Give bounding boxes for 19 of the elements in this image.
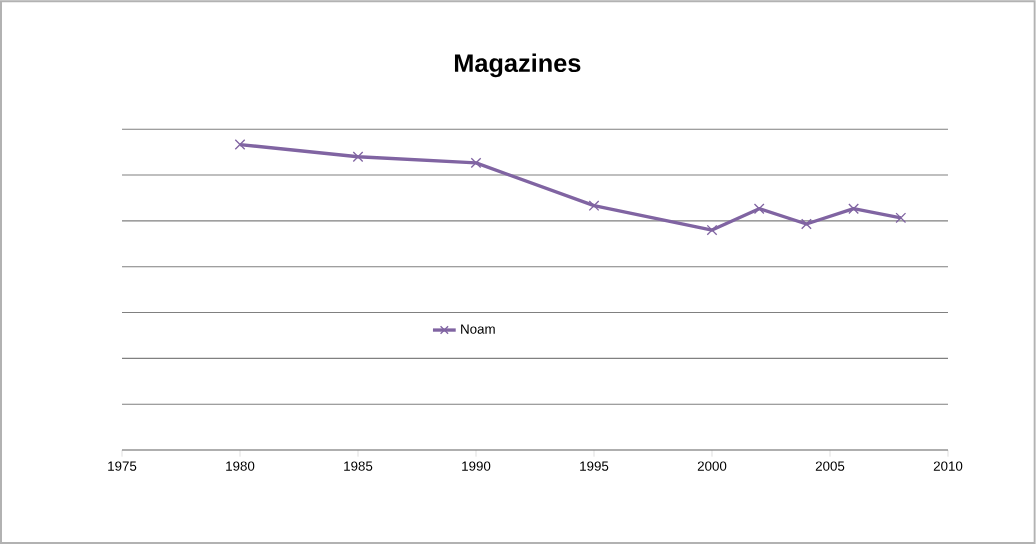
point bbox=[470, 157, 482, 169]
x-tick-label: 2010 bbox=[933, 461, 963, 471]
point bbox=[588, 200, 600, 212]
point bbox=[352, 151, 364, 163]
x-tick-label: 1990 bbox=[462, 461, 491, 471]
point bbox=[895, 212, 907, 224]
point bbox=[234, 139, 246, 150]
x-tick-label: 1980 bbox=[226, 461, 255, 471]
chart-title: Magazines bbox=[454, 53, 581, 78]
legend-label: Noam bbox=[461, 324, 495, 334]
point bbox=[801, 218, 812, 230]
x-tick-label: 1995 bbox=[580, 461, 609, 471]
x-tick-label: 2000 bbox=[697, 461, 727, 471]
point bbox=[848, 203, 859, 215]
x-tick-label: 2005 bbox=[815, 461, 845, 471]
x-tick-label: 1985 bbox=[344, 461, 373, 471]
point bbox=[753, 203, 765, 215]
point bbox=[706, 224, 718, 236]
x-tick-label: 1975 bbox=[108, 461, 137, 471]
